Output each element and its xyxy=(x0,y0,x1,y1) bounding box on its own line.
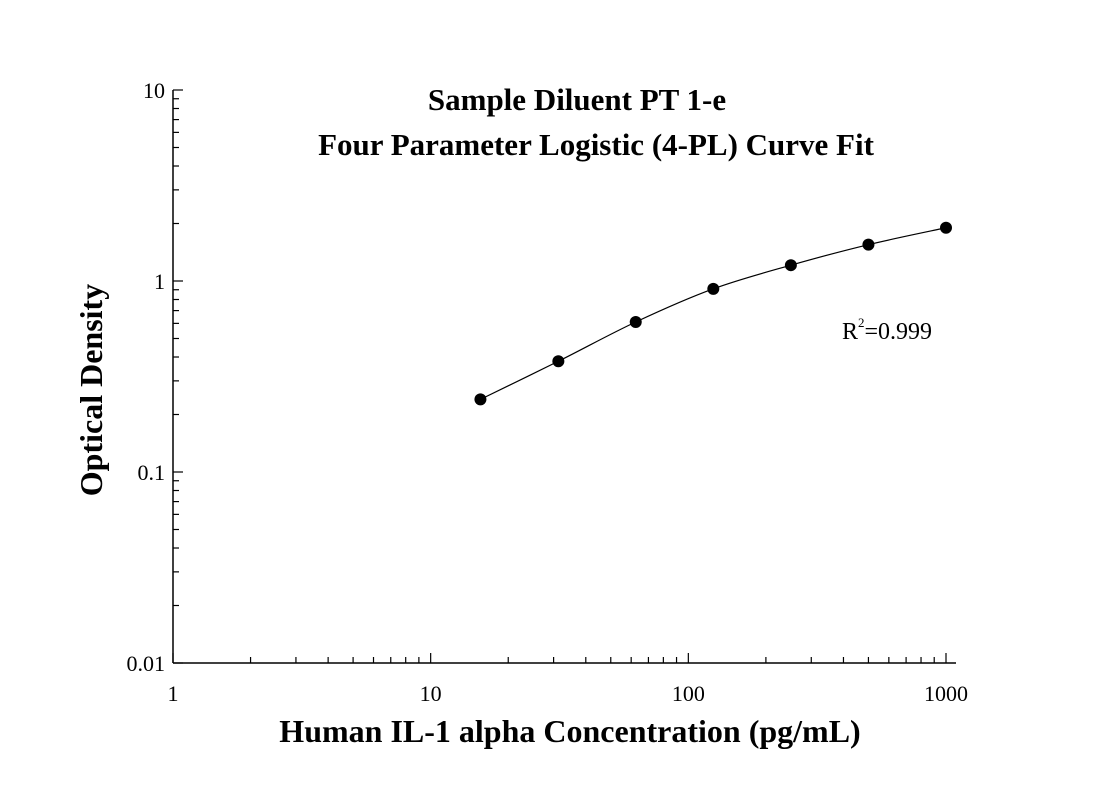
r-squared-value: =0.999 xyxy=(865,319,933,345)
r-squared-base: R xyxy=(842,319,858,345)
data-point xyxy=(862,238,875,251)
data-point xyxy=(629,316,642,329)
chart-subtitle: Four Parameter Logistic (4-PL) Curve Fit xyxy=(318,127,875,162)
data-point xyxy=(707,282,720,295)
fit-curve xyxy=(480,227,947,400)
y-tick-label: 0.01 xyxy=(127,651,166,676)
tick-labels: 1 10 100 1000 0.01 0.1 1 10 xyxy=(127,78,969,706)
y-axis-label: Optical Density xyxy=(73,284,109,496)
y-tick-label: 0.1 xyxy=(138,460,166,485)
x-tick-label: 1 xyxy=(168,681,179,706)
data-point xyxy=(474,393,487,406)
y-tick-label: 10 xyxy=(143,78,165,103)
data-point xyxy=(784,259,797,272)
x-tick-label: 100 xyxy=(672,681,705,706)
data-points xyxy=(474,221,952,406)
chart-title: Sample Diluent PT 1-e xyxy=(428,82,726,117)
data-point xyxy=(940,221,952,234)
x-tick-label: 1000 xyxy=(924,681,968,706)
x-axis-label: Human IL-1 alpha Concentration (pg/mL) xyxy=(279,713,860,749)
r-squared-annotation: R2=0.999 xyxy=(842,315,932,345)
x-tick-label: 10 xyxy=(420,681,442,706)
axes xyxy=(172,90,956,664)
r-squared-sup: 2 xyxy=(858,315,865,330)
data-point xyxy=(552,355,565,368)
ticks xyxy=(172,89,947,664)
y-tick-label: 1 xyxy=(154,269,165,294)
